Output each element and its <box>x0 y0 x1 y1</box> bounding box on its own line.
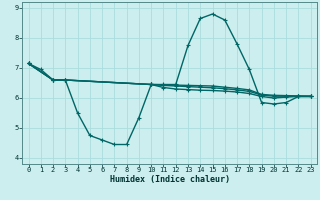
X-axis label: Humidex (Indice chaleur): Humidex (Indice chaleur) <box>110 175 230 184</box>
